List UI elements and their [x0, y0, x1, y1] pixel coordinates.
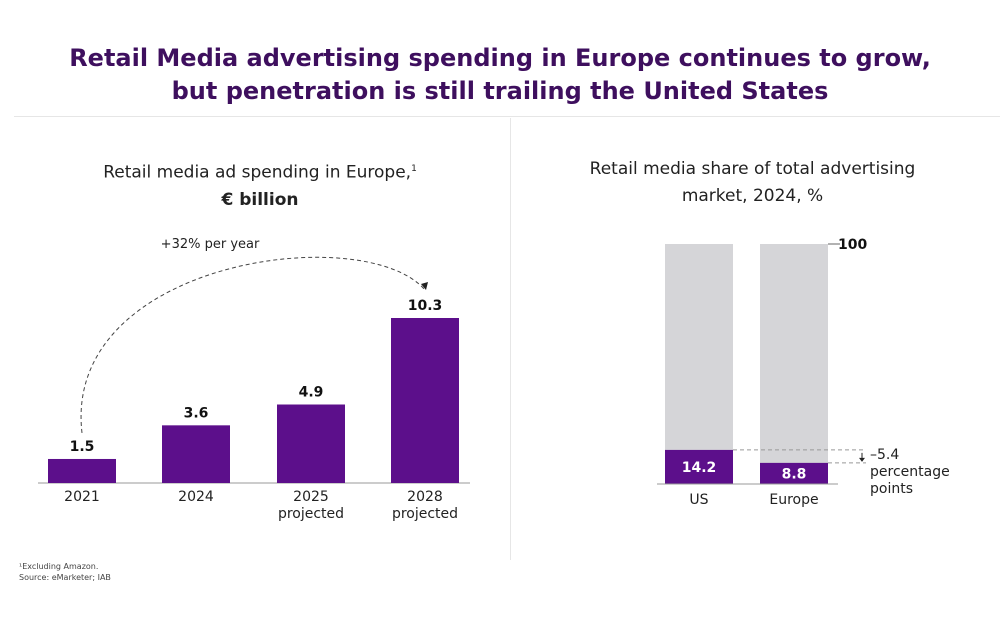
bar-2028-projected — [391, 318, 459, 483]
growth-arc — [80, 256, 426, 434]
title-line-2: but penetration is still trailing the Un… — [171, 77, 829, 105]
value-label: 14.2 — [682, 460, 717, 476]
value-label: 1.5 — [70, 439, 95, 455]
value-label: 10.3 — [408, 298, 443, 314]
category-label: Europe — [769, 492, 818, 508]
total-label: 100 — [838, 237, 867, 253]
category-label: projected — [278, 506, 344, 522]
category-label: US — [689, 492, 708, 508]
panel-divider — [510, 118, 511, 560]
category-label: 2025 — [293, 489, 329, 505]
difference-text: points — [870, 481, 913, 497]
title-line-1: Retail Media advertising spending in Eur… — [69, 44, 931, 72]
value-label: 8.8 — [782, 466, 807, 482]
value-label: 3.6 — [184, 405, 209, 421]
share-bar-Europe — [760, 462, 828, 484]
remainder-bar — [760, 244, 828, 484]
category-label: 2021 — [64, 489, 100, 505]
left-chart-title-text: Retail media ad spending in Europe, — [103, 162, 412, 183]
right-chart-title-text: Retail media share of total advertising — [589, 159, 916, 179]
page-title: Retail Media advertising spending in Eur… — [0, 42, 1000, 108]
bar-2025-projected — [277, 404, 345, 483]
category-label: projected — [392, 506, 458, 522]
difference-label: –5.4 — [870, 447, 899, 463]
left-chart-unit: € billion — [221, 189, 299, 210]
footnote: ¹Excluding Amazon. — [19, 562, 99, 571]
bar-2021 — [48, 458, 116, 483]
category-label: 2024 — [178, 489, 214, 505]
difference-text: percentage — [870, 464, 950, 480]
value-label: 4.9 — [299, 385, 324, 401]
remainder-bar — [665, 244, 733, 484]
category-label: 2028 — [407, 489, 443, 505]
footnotes: ¹Excluding Amazon. Source: eMarketer; IA… — [19, 561, 111, 583]
right-chart-title: Retail media share of total advertising … — [510, 156, 995, 210]
arrowhead-icon — [421, 282, 428, 290]
arrow-down-icon — [859, 457, 865, 462]
left-chart-title: Retail media ad spending in Europe,1 € b… — [20, 156, 500, 214]
source: Source: eMarketer; IAB — [19, 573, 111, 582]
footnote-marker: 1 — [411, 164, 417, 174]
share-bar-US — [665, 449, 733, 484]
bar-2024 — [162, 425, 230, 483]
right-chart-unit: market, 2024, % — [681, 186, 824, 206]
growth-annotation: +32% per year — [161, 237, 260, 252]
header-divider — [14, 116, 1000, 117]
